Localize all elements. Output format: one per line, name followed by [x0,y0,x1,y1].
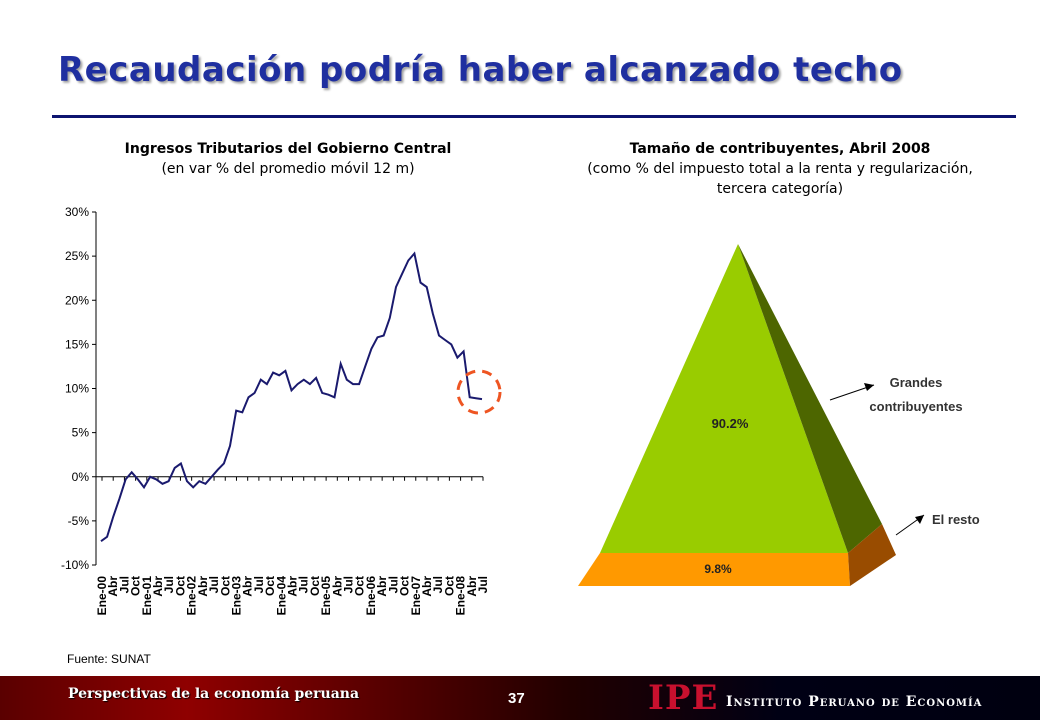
x-tick-label: Ene-00 [95,576,109,616]
legend-rest: El resto [932,512,980,527]
tax-revenue-line-chart: -10%-5%0%5%10%15%20%25%30% Ene-00AbrJulO… [61,205,502,616]
footer-bar: Perspectivas de la economía peruana 37 I… [0,676,1040,720]
arrowhead-rest [915,515,924,524]
x-tick-label: Ene-06 [364,576,378,616]
y-tick-label: 5% [72,426,90,440]
x-tick-label: Oct [173,576,187,596]
x-tick-label: Oct [442,576,456,596]
title-divider [52,115,1016,118]
segment-label-large: 90.2% [712,416,749,431]
x-tick-label: Jul [252,576,266,593]
ipe-logo: IPE [648,678,719,718]
x-tick-label: Jul [162,576,176,593]
x-tick-label: Abr [420,576,434,597]
segment-label-rest: 9.8% [704,562,732,576]
page-number: 37 [508,690,525,707]
x-tick-label: Jul [476,576,490,593]
right-chart-header: Tamaño de contribuyentes, Abril 2008 (co… [560,139,1000,199]
x-tick-label: Ene-04 [274,576,288,616]
pyramid-segment-rest [578,553,850,586]
x-tick-label: Oct [353,576,367,596]
slide-title: Recaudación podría haber alcanzado techo [58,50,903,90]
x-tick-label: Abr [151,576,165,597]
x-tick-label: Oct [308,576,322,596]
x-tick-label: Ene-08 [454,576,468,616]
pyramid-side-rest [848,524,896,586]
left-chart-title: Ingresos Tributarios del Gobierno Centra… [124,141,452,157]
x-tick-label: Oct [129,576,143,596]
x-tick-label: Ene-07 [409,576,423,616]
legend-large-taxpayers: Grandes [890,375,943,390]
right-chart-subtitle: (como % del impuesto total a la renta y … [587,161,973,197]
pyramid-side-large-taxpayers [738,244,882,553]
x-tick-label: Ene-05 [319,576,333,616]
series-line [100,251,483,543]
x-tick-label: Abr [196,576,210,597]
y-tick-label: 15% [65,337,89,351]
institution-name: Instituto Peruano de Economía [726,694,983,710]
legend-large-taxpayers-line2: contribuyentes [869,399,962,414]
x-tick-label: Jul [431,576,445,593]
x-tick-label: Abr [375,576,389,597]
y-tick-label: 0% [72,470,90,484]
x-tick-label: Jul [207,576,221,593]
y-tick-label: 30% [65,205,89,219]
left-chart-subtitle: (en var % del promedio móvil 12 m) [161,161,415,177]
x-tick-label: Abr [241,576,255,597]
x-tick-label: Jul [117,576,131,593]
highlight-circle [456,369,502,415]
x-tick-label: Oct [398,576,412,596]
y-tick-label: -5% [68,514,90,528]
x-tick-label: Ene-01 [140,576,154,616]
x-tick-label: Jul [342,576,356,593]
x-tick-label: Jul [297,576,311,593]
x-tick-label: Abr [106,576,120,597]
right-chart-title: Tamaño de contribuyentes, Abril 2008 [629,141,931,157]
y-tick-label: 20% [65,293,89,307]
x-tick-label: Jul [386,576,400,593]
y-tick-label: -10% [61,558,89,572]
x-tick-label: Abr [286,576,300,597]
x-tick-label: Ene-03 [229,576,243,616]
pyramid-segment-large-taxpayers [600,244,848,553]
y-tick-label: 25% [65,249,89,263]
footer-title: Perspectivas de la economía peruana [68,686,360,702]
x-tick-label: Abr [330,576,344,597]
source-note: Fuente: SUNAT [67,652,151,666]
x-tick-label: Abr [465,576,479,597]
left-chart-header: Ingresos Tributarios del Gobierno Centra… [96,139,480,179]
x-tick-label: Ene-02 [185,576,199,616]
arrowhead-large-taxpayers [864,383,874,391]
x-tick-label: Oct [218,576,232,596]
x-tick-label: Oct [263,576,277,596]
y-tick-label: 10% [65,382,89,396]
taxpayer-pyramid-chart: 90.2% 9.8% Grandes contribuyentes El res… [578,244,980,586]
